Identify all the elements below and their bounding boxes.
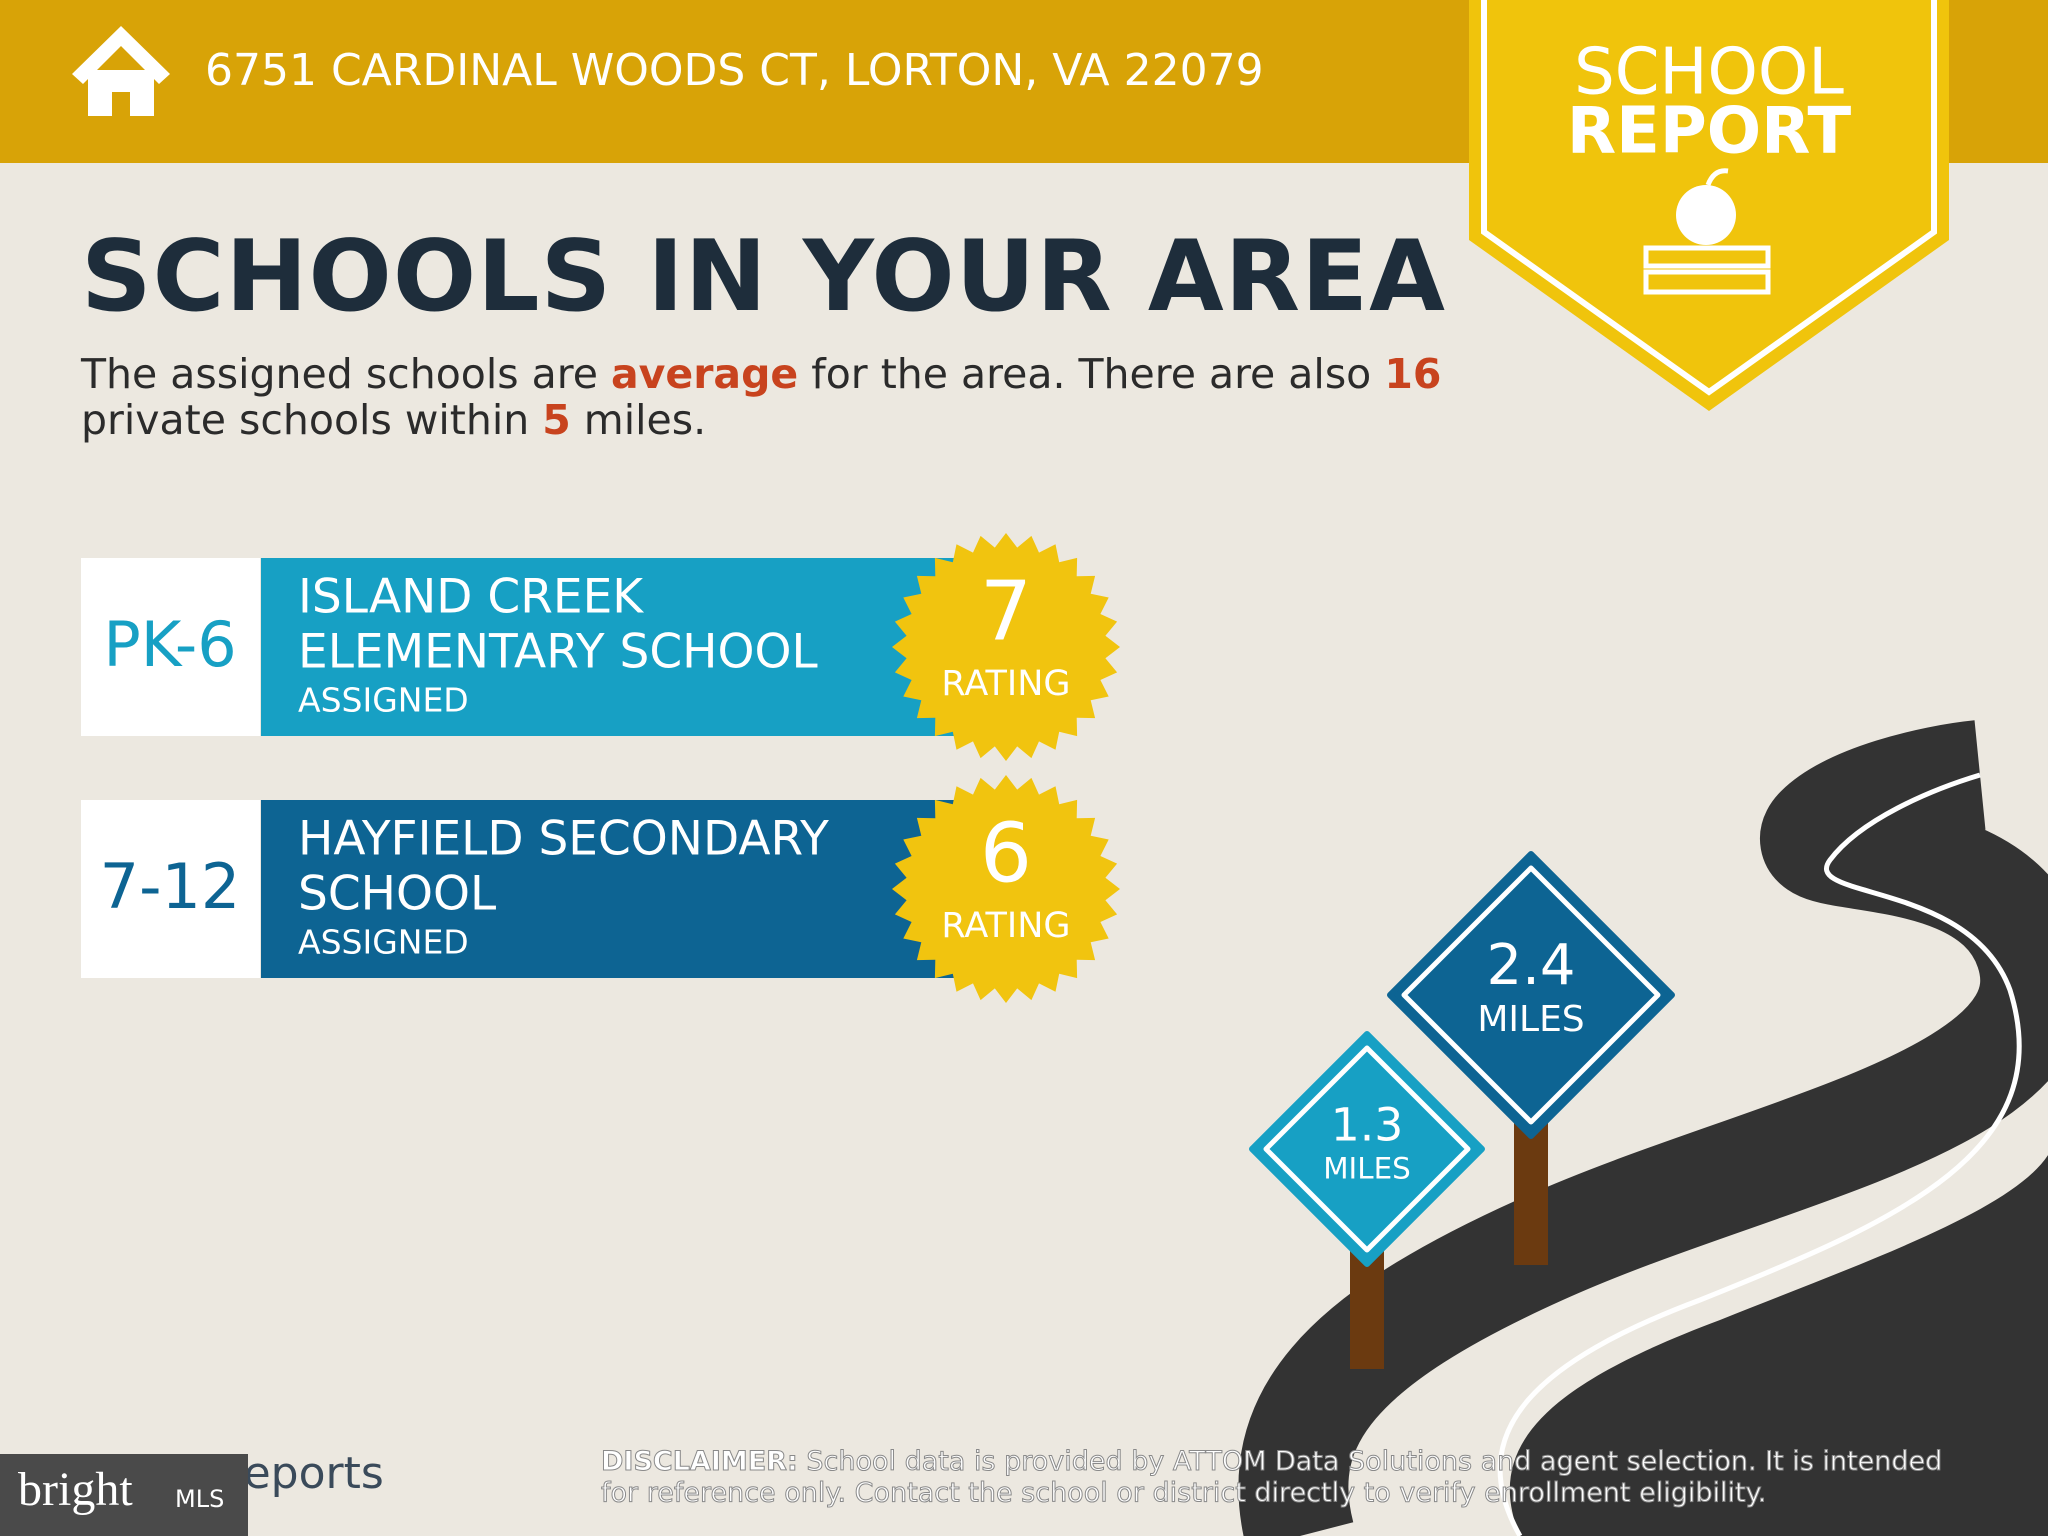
disclaimer: DISCLAIMER: School data is provided by A… (601, 1446, 1942, 1477)
summary-highlight: 16 (1384, 350, 1441, 398)
sign-unit: MILES (1477, 999, 1584, 1040)
grade-box (81, 558, 260, 736)
summary-highlight: average (611, 350, 798, 398)
rating-seal (892, 775, 1120, 1003)
rating-label: RATING (941, 664, 1070, 704)
sign-border (1263, 1045, 1471, 1253)
badge-line: REPORT (1567, 95, 1852, 169)
rating-label: RATING (941, 906, 1070, 946)
sign-board (1387, 851, 1675, 1139)
section-title: SCHOOLS IN YOUR AREA (81, 220, 1446, 334)
sign-board (1249, 1031, 1485, 1267)
rating-seal (892, 533, 1120, 761)
summary-text: The assigned schools are (80, 350, 611, 398)
brand-box (0, 1454, 248, 1536)
summary-line: private schools within 5 miles. (81, 396, 706, 444)
school-name: ISLAND CREEK (298, 570, 644, 625)
disclaimer-label: DISCLAIMER: (601, 1446, 798, 1477)
summary-text: private schools within (81, 396, 542, 444)
badge-line: SCHOOL (1574, 36, 1844, 110)
sign-unit: MILES (1323, 1152, 1411, 1186)
disclaimer-text: School data is provided by ATTOM Data So… (798, 1446, 1942, 1477)
summary-text: for the area. There are also (798, 350, 1384, 398)
grade-box (81, 800, 260, 978)
summary-highlight: 5 (542, 396, 571, 444)
sign-distance: 1.3 (1331, 1098, 1404, 1151)
grade-range: 7-12 (100, 850, 241, 923)
summary-line: The assigned schools are average for the… (80, 350, 1441, 398)
school-bar (261, 800, 961, 978)
address: 6751 CARDINAL WOODS CT, LORTON, VA 22079 (205, 45, 1264, 96)
summary-text: miles. (571, 396, 706, 444)
sign-border (1401, 865, 1661, 1125)
school-status: ASSIGNED (298, 923, 469, 962)
sign-distance: 2.4 (1486, 933, 1575, 998)
school-name: HAYFIELD SECONDARY (298, 812, 829, 867)
school-bar (261, 558, 961, 736)
school-name: ELEMENTARY SCHOOL (298, 625, 818, 680)
apple-books-icon (1643, 168, 1771, 295)
school-name: SCHOOL (298, 867, 496, 922)
rating-value: 7 (980, 564, 1032, 659)
school-status: ASSIGNED (298, 681, 469, 720)
grade-range: PK-6 (103, 608, 236, 681)
disclaimer: for reference only. Contact the school o… (601, 1478, 1766, 1509)
brand: bright (18, 1463, 133, 1516)
house-icon (72, 26, 170, 116)
brand-suffix: MLS (175, 1485, 224, 1513)
badge-border (1481, 0, 1937, 396)
rating-value: 6 (980, 806, 1032, 901)
